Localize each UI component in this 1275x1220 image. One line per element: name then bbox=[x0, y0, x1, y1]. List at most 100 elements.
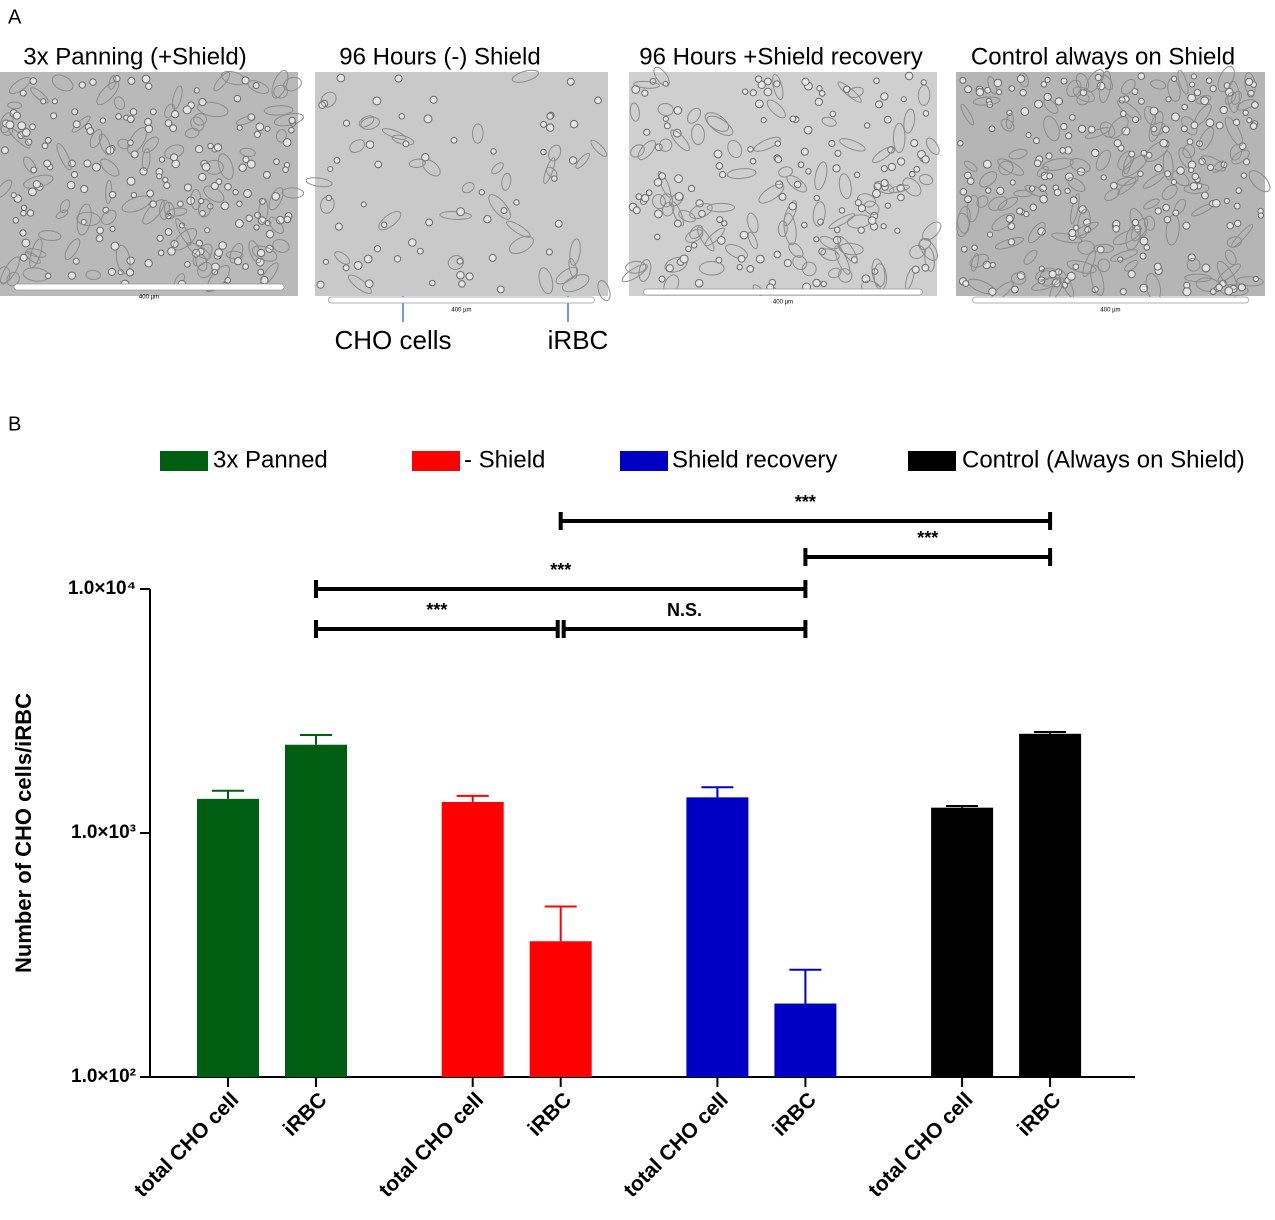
cell bbox=[85, 269, 102, 281]
cell bbox=[956, 205, 971, 238]
cell bbox=[645, 189, 653, 197]
cell bbox=[1209, 84, 1217, 93]
cell bbox=[659, 193, 674, 208]
cell bbox=[1031, 277, 1062, 291]
cell bbox=[839, 138, 866, 152]
cell bbox=[1065, 132, 1073, 140]
cell bbox=[1143, 244, 1151, 251]
cell bbox=[638, 259, 652, 282]
cell bbox=[838, 173, 852, 200]
cell bbox=[966, 194, 980, 223]
cell bbox=[1143, 215, 1156, 231]
cell bbox=[956, 212, 970, 234]
cell bbox=[1150, 79, 1167, 90]
cell bbox=[633, 80, 660, 89]
cell bbox=[1019, 89, 1027, 97]
cell bbox=[334, 222, 343, 231]
cell bbox=[921, 155, 930, 164]
cell bbox=[873, 77, 880, 85]
cell bbox=[1215, 283, 1223, 291]
cell bbox=[880, 92, 889, 101]
cell bbox=[483, 215, 492, 224]
cell bbox=[685, 245, 692, 253]
cell bbox=[100, 158, 120, 177]
cell bbox=[378, 210, 402, 231]
cell bbox=[239, 147, 256, 157]
cell bbox=[575, 152, 590, 169]
cell bbox=[45, 272, 52, 280]
cell bbox=[1067, 177, 1086, 192]
cell bbox=[193, 87, 200, 94]
scale-bar bbox=[643, 288, 923, 296]
cell bbox=[262, 170, 271, 179]
cell bbox=[1201, 191, 1209, 200]
cell bbox=[897, 193, 905, 202]
cell bbox=[213, 143, 223, 152]
cell bbox=[253, 130, 262, 139]
cell bbox=[164, 227, 173, 236]
cell bbox=[670, 129, 690, 152]
cell bbox=[1159, 138, 1168, 148]
significance-label: *** bbox=[426, 600, 447, 620]
cell bbox=[1139, 252, 1147, 260]
cell bbox=[113, 96, 126, 110]
cell bbox=[661, 201, 675, 217]
cell bbox=[1006, 109, 1013, 116]
cell bbox=[918, 238, 932, 250]
cell bbox=[663, 122, 671, 130]
cell bbox=[1005, 112, 1014, 130]
cell bbox=[1051, 232, 1083, 244]
cell bbox=[746, 212, 759, 234]
cell bbox=[969, 253, 989, 268]
cell bbox=[736, 263, 743, 271]
cell bbox=[800, 147, 809, 156]
cell bbox=[158, 156, 166, 163]
cell bbox=[1186, 257, 1201, 272]
cell bbox=[971, 253, 980, 272]
cell bbox=[142, 136, 160, 154]
cell bbox=[198, 97, 207, 107]
cell bbox=[820, 248, 840, 262]
cell bbox=[555, 266, 579, 285]
cell bbox=[471, 123, 484, 144]
cell bbox=[204, 227, 211, 234]
image-title: 96 Hours (-) Shield bbox=[339, 43, 540, 70]
cell bbox=[125, 268, 135, 277]
cell bbox=[163, 181, 171, 189]
cell bbox=[834, 245, 851, 275]
cell bbox=[305, 177, 333, 188]
cell bbox=[26, 209, 35, 217]
cell bbox=[594, 96, 602, 105]
cell bbox=[1191, 172, 1200, 181]
cell bbox=[1025, 132, 1032, 139]
cell bbox=[820, 280, 827, 288]
cell bbox=[1171, 112, 1180, 122]
cell bbox=[863, 200, 880, 216]
cell bbox=[242, 263, 249, 270]
cell bbox=[1130, 217, 1149, 242]
cell bbox=[243, 189, 253, 198]
cell bbox=[773, 80, 781, 88]
cell bbox=[679, 254, 689, 264]
cell bbox=[184, 127, 200, 139]
cell bbox=[755, 99, 764, 109]
cell bbox=[812, 201, 826, 227]
cell bbox=[29, 238, 43, 269]
cell bbox=[380, 221, 388, 228]
cell bbox=[1177, 69, 1189, 95]
cells bbox=[621, 66, 942, 296]
cell bbox=[1161, 184, 1178, 201]
cell bbox=[247, 113, 256, 121]
cell bbox=[828, 213, 856, 230]
cell bbox=[496, 285, 505, 294]
cell bbox=[456, 270, 465, 280]
cell bbox=[653, 178, 663, 187]
cell bbox=[691, 123, 705, 146]
cell bbox=[126, 176, 136, 186]
cell bbox=[83, 159, 92, 168]
cell bbox=[629, 102, 640, 122]
cell bbox=[1187, 93, 1196, 103]
cell bbox=[1176, 166, 1185, 175]
cell bbox=[1124, 259, 1139, 272]
cell bbox=[146, 189, 155, 198]
